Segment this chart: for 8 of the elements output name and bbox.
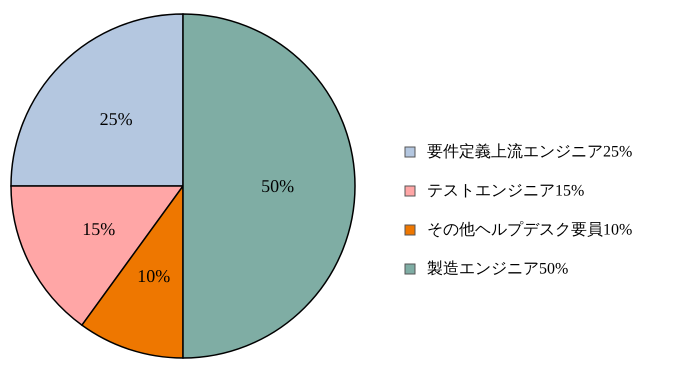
- legend-label: 製造エンジニア50%: [427, 260, 568, 278]
- data-label: 15%: [82, 218, 116, 239]
- data-label: 25%: [100, 109, 133, 130]
- legend-label: テストエンジニア15%: [427, 182, 584, 200]
- legend-label: 要件定義上流エンジニア25%: [427, 142, 632, 160]
- legend-label: その他ヘルプデスク要員10%: [427, 220, 632, 238]
- data-label: 10%: [137, 266, 170, 286]
- data-label: 50%: [261, 176, 294, 196]
